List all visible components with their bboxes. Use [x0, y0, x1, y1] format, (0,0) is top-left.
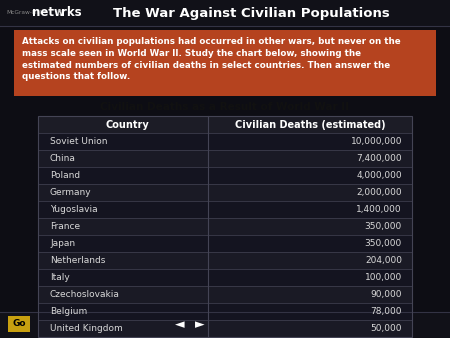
- Bar: [38, 167, 412, 184]
- Text: Yugoslavia: Yugoslavia: [50, 205, 98, 214]
- Text: Czechoslovakia: Czechoslovakia: [50, 290, 120, 299]
- Text: Civilian Deaths as a Result of World War II: Civilian Deaths as a Result of World War…: [100, 102, 350, 112]
- Bar: [38, 150, 412, 167]
- Bar: [38, 116, 412, 337]
- Bar: [14, 30, 436, 96]
- Bar: [38, 286, 412, 303]
- Text: Germany: Germany: [50, 188, 92, 197]
- Text: France: France: [50, 222, 80, 231]
- Text: 350,000: 350,000: [365, 222, 402, 231]
- Text: Netherlands: Netherlands: [50, 256, 105, 265]
- Bar: [38, 133, 412, 150]
- Text: 7,400,000: 7,400,000: [356, 154, 402, 163]
- Bar: [38, 184, 412, 201]
- Text: Attacks on civilian populations had occurred in other wars, but never on the
mas: Attacks on civilian populations had occu…: [22, 37, 400, 81]
- Text: Civilian Deaths (estimated): Civilian Deaths (estimated): [235, 120, 385, 129]
- Text: netw: netw: [32, 6, 65, 20]
- Bar: [38, 303, 412, 320]
- Text: 2,000,000: 2,000,000: [356, 188, 402, 197]
- Text: 10,000,000: 10,000,000: [351, 137, 402, 146]
- Text: McGraw-Hill: McGraw-Hill: [6, 10, 41, 16]
- Text: United Kingdom: United Kingdom: [50, 324, 123, 333]
- Text: 1,400,000: 1,400,000: [356, 205, 402, 214]
- Text: Poland: Poland: [50, 171, 80, 180]
- Text: Soviet Union: Soviet Union: [50, 137, 108, 146]
- Text: ►: ►: [195, 318, 205, 332]
- Bar: [38, 320, 412, 337]
- Bar: [38, 201, 412, 218]
- Text: rks: rks: [61, 6, 81, 20]
- Text: 90,000: 90,000: [370, 290, 402, 299]
- Text: Italy: Italy: [50, 273, 70, 282]
- Bar: [38, 269, 412, 286]
- Text: Japan: Japan: [50, 239, 75, 248]
- Text: 204,000: 204,000: [365, 256, 402, 265]
- Text: ◄: ◄: [175, 318, 185, 332]
- Text: 100,000: 100,000: [365, 273, 402, 282]
- Text: ®: ®: [56, 10, 63, 16]
- Text: 4,000,000: 4,000,000: [356, 171, 402, 180]
- Bar: [8, 316, 30, 332]
- Text: China: China: [50, 154, 76, 163]
- Text: 50,000: 50,000: [370, 324, 402, 333]
- Bar: [38, 218, 412, 235]
- Bar: [38, 252, 412, 269]
- Bar: [0, 0, 450, 26]
- Text: Belgium: Belgium: [50, 307, 87, 316]
- Text: 78,000: 78,000: [370, 307, 402, 316]
- Text: Country: Country: [106, 120, 150, 129]
- Bar: [38, 235, 412, 252]
- Bar: [0, 312, 450, 338]
- Bar: [38, 116, 412, 133]
- Text: The War Against Civilian Populations: The War Against Civilian Populations: [113, 6, 390, 20]
- Text: 350,000: 350,000: [365, 239, 402, 248]
- Text: Go: Go: [12, 319, 26, 329]
